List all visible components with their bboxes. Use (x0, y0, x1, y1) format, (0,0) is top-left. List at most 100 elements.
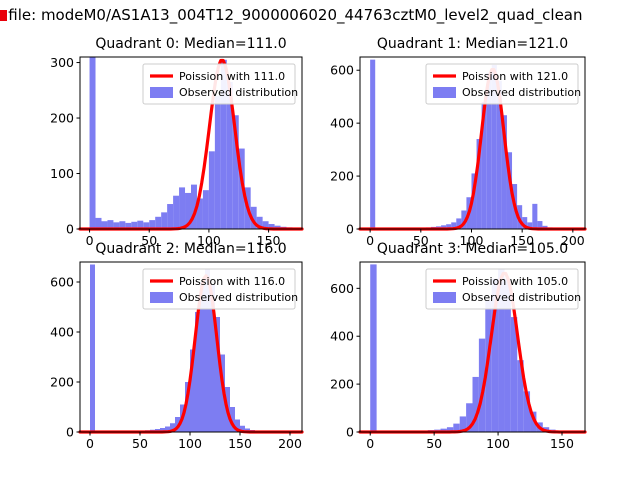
histogram-bar (230, 407, 235, 432)
histogram-bar (498, 269, 505, 432)
y-tick-label: 200 (330, 377, 354, 392)
histogram-bar (451, 222, 457, 229)
legend-box (425, 63, 579, 105)
histogram-bar (232, 115, 239, 229)
histogram-bar (220, 59, 227, 229)
subplot-quadrant-0: 0 50 100 150 0 100 200 300 Poission with 111.0 Ob… (50, 55, 304, 248)
histogram-bar (517, 360, 524, 432)
x-tick-label: 0 (366, 233, 374, 248)
legend-bars-sample (433, 87, 456, 98)
histogram-bar (170, 423, 175, 432)
red-marker (0, 10, 7, 21)
histogram-bar (190, 349, 195, 432)
x-tick-label: 50 (141, 233, 157, 248)
histogram-bar (486, 72, 492, 229)
subplot-quadrant-2: 0 50 100 150 200 0 200 400 600 Poission with 116.… (50, 261, 304, 451)
y-tick-label: 400 (50, 325, 74, 340)
legend-bars-label: Observed distribution (462, 291, 581, 304)
histogram-bar (113, 222, 120, 229)
histogram-bar (137, 220, 144, 229)
histogram-bar (165, 426, 170, 432)
figure-title: n file: modeM0/AS1A13_004T12_9000006020_… (0, 6, 583, 24)
histogram-bar (496, 80, 502, 229)
histogram-bar (491, 64, 497, 229)
histogram-bar (441, 225, 447, 229)
y-tick-label: 200 (50, 111, 74, 126)
legend-curve-label: Poission with 116.0 (179, 275, 285, 288)
histogram-bar (481, 101, 487, 229)
histogram-bar (262, 221, 269, 229)
x-tick-label: 0 (86, 233, 94, 248)
histogram-bar (245, 428, 250, 432)
histogram-bar (119, 221, 126, 229)
legend-box (425, 268, 579, 310)
histogram-bar (504, 278, 511, 432)
histogram-bar (478, 338, 486, 432)
histogram-bar (456, 218, 462, 229)
histogram-bar (179, 187, 186, 229)
x-tick-label: 150 (550, 436, 574, 451)
x-tick-label: 50 (132, 436, 148, 451)
histogram-bar (459, 416, 467, 432)
histogram-bar (274, 225, 281, 229)
histogram-bar (90, 264, 95, 432)
subplot-title-quadrant-0: Quadrant 0: Median=111.0 (95, 36, 287, 52)
histogram-bar (210, 284, 215, 432)
legend: Poission with 116.0 Observed distribution (142, 268, 298, 310)
histogram-bar (256, 216, 263, 229)
legend-bars-label: Observed distribution (179, 291, 298, 304)
histogram-bar (160, 428, 165, 432)
legend-curve-label: Poission with 111.0 (179, 70, 285, 83)
x-tick-label: 50 (426, 436, 442, 451)
axes-frame (79, 261, 303, 433)
x-tick-label: 0 (86, 436, 94, 451)
y-tick-label: 200 (330, 169, 354, 184)
histogram-bar (530, 411, 537, 432)
histogram-bar (440, 428, 447, 432)
legend-bars-sample (150, 87, 173, 98)
x-tick-label: 200 (561, 233, 585, 248)
x-tick-label: 200 (278, 436, 302, 451)
histogram-bar (149, 220, 156, 229)
histogram-bar (510, 317, 518, 432)
histogram-bar (167, 204, 174, 229)
histogram-bar (195, 312, 200, 432)
histogram-bar (143, 222, 150, 229)
x-tick-label: 100 (197, 233, 221, 248)
subplot-quadrant-1: 0 50 100 150 200 0 200 400 600 Poission with 121.… (330, 56, 587, 248)
histogram-bar (200, 282, 205, 432)
y-tick-label: 0 (66, 425, 74, 440)
histogram-bar (527, 222, 533, 229)
y-tick-label: 0 (346, 222, 354, 237)
legend-bars-sample (433, 292, 456, 303)
subplot-title-quadrant-2: Quadrant 2: Median=116.0 (95, 241, 287, 257)
x-tick-label: 50 (413, 233, 429, 248)
histogram-bar (125, 222, 132, 229)
axes-frame (79, 56, 303, 230)
y-tick-label: 100 (50, 166, 74, 181)
histogram-bar (268, 224, 275, 229)
x-tick-label: 150 (257, 233, 281, 248)
y-tick-label: 600 (330, 281, 354, 296)
histogram-bar (205, 269, 210, 432)
histogram-bar (89, 57, 96, 229)
histogram-bar (238, 148, 245, 229)
y-tick-label: 0 (346, 425, 354, 440)
histogram-bar (466, 403, 473, 432)
legend-bars-label: Observed distribution (179, 86, 298, 99)
x-tick-label: 150 (228, 436, 252, 451)
histogram-bar (215, 317, 220, 432)
y-tick-label: 600 (330, 63, 354, 78)
x-tick-label: 100 (460, 233, 484, 248)
histogram-bar (95, 217, 102, 229)
histogram-bar (185, 192, 191, 229)
histogram-bar (107, 220, 114, 229)
legend-bars-label: Observed distribution (462, 86, 581, 99)
histogram-bar (208, 151, 215, 229)
histogram-bar (532, 203, 538, 229)
legend-curve-label: Poission with 105.0 (462, 275, 568, 288)
legend-curve-label: Poission with 121.0 (462, 70, 568, 83)
histogram-bar (161, 212, 168, 229)
